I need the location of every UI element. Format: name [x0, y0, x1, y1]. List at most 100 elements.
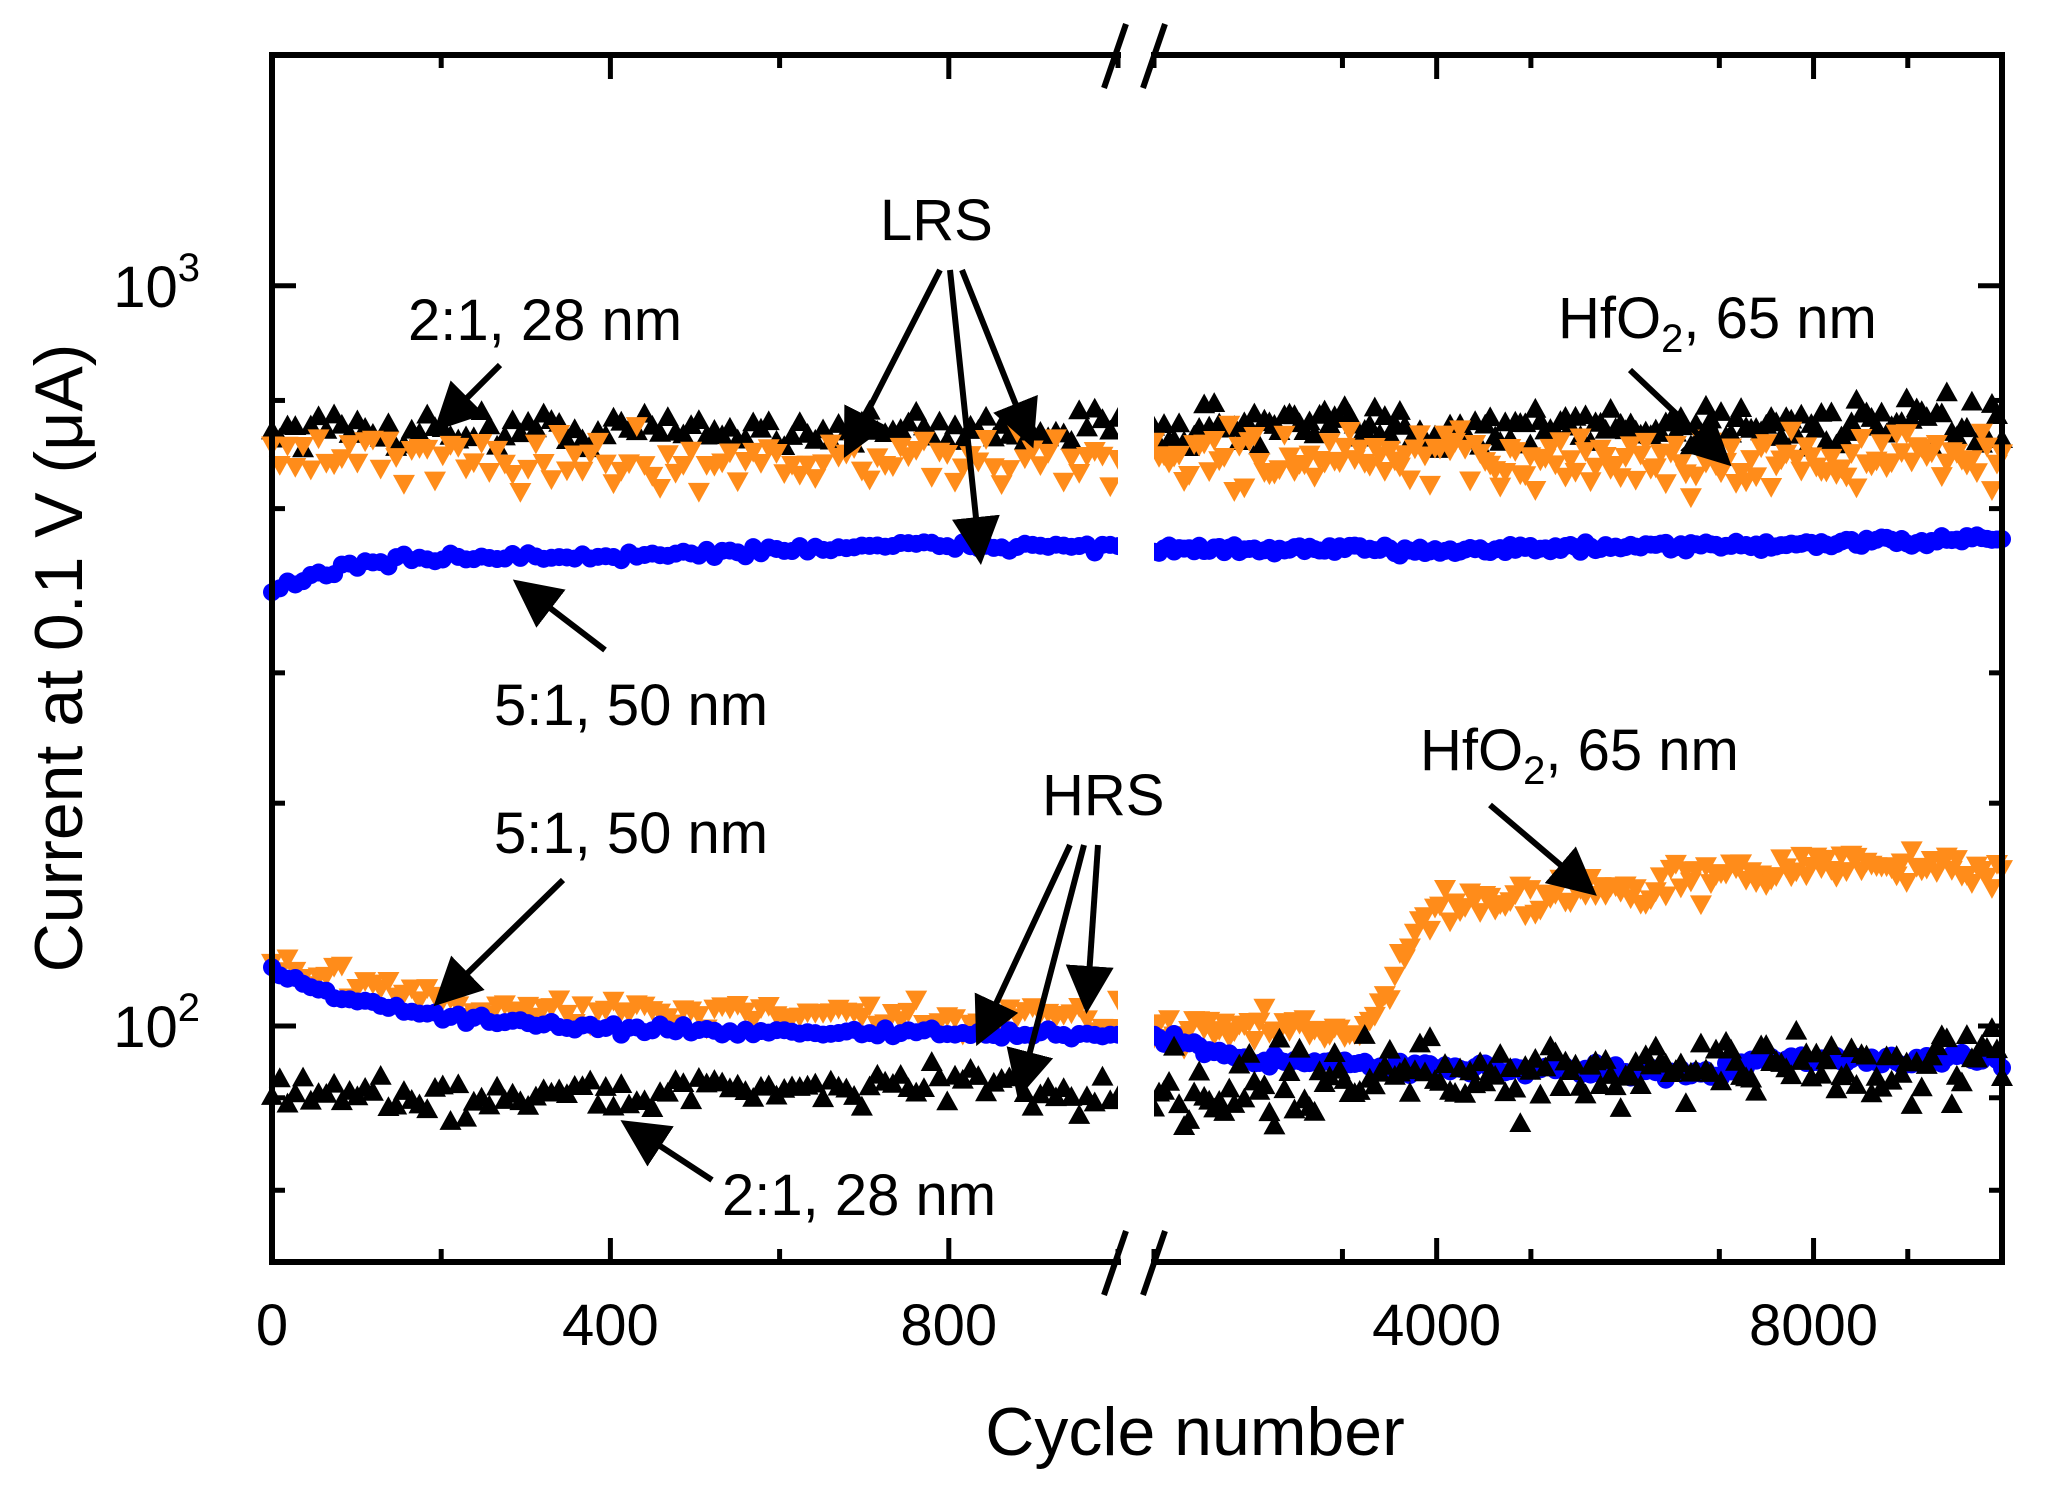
- data-point-series-5: [1935, 1027, 1958, 1048]
- data-point-series-3: [897, 1002, 920, 1023]
- data-point-series-1: [1328, 453, 1351, 474]
- data-point-series-3: [517, 996, 540, 1017]
- data-point-series-0: [1248, 434, 1271, 455]
- data-point-series-5: [1273, 1078, 1296, 1099]
- data-point-series-5: [1378, 1038, 1401, 1059]
- data-point-series-1: [369, 459, 392, 480]
- data-point-series-0: [734, 427, 757, 448]
- data-point-series-1: [1504, 442, 1527, 462]
- data-point-series-5: [1469, 1051, 1492, 1072]
- data-point-series-3: [1398, 938, 1421, 959]
- data-point-series-1: [1539, 438, 1562, 459]
- data-point-series-0: [1153, 413, 1176, 433]
- data-point-series-3: [905, 990, 928, 1011]
- data-point-series-5: [1278, 1061, 1301, 1082]
- data-point-series-1: [385, 448, 408, 468]
- data-point-series-5: [1900, 1094, 1923, 1114]
- arrow-lrs-3: [959, 268, 1038, 449]
- data-point-series-5: [385, 1094, 408, 1115]
- data-point-series-1: [1634, 432, 1657, 453]
- arrow-lrs-hfo2: [1627, 367, 1732, 467]
- data-point-series-1: [493, 454, 516, 475]
- x1-tick-label-2: 800: [900, 1293, 997, 1358]
- data-point-series-5: [656, 1081, 679, 1102]
- data-point-series-0: [1955, 416, 1978, 437]
- data-point-series-5: [361, 1080, 384, 1101]
- data-point-series-5: [1163, 1035, 1186, 1056]
- data-point-series-5: [889, 1063, 912, 1084]
- data-point-series-1: [920, 467, 943, 488]
- annotation-hrs-2to1: 2:1, 28 nm: [722, 1163, 996, 1228]
- data-point-series-3: [1383, 966, 1406, 987]
- data-point-series-5: [1373, 1054, 1396, 1075]
- data-point-series-3: [1434, 880, 1457, 900]
- data-point-series-5: [1263, 1114, 1286, 1135]
- data-point-series-1: [765, 444, 788, 464]
- data-point-series-1: [423, 471, 446, 492]
- data-point-series-0: [1694, 394, 1717, 415]
- data-point-series-1: [540, 470, 563, 491]
- data-point-series-1: [1060, 448, 1083, 469]
- data-point-series-5: [1060, 1086, 1083, 1106]
- data-point-series-5: [1509, 1112, 1532, 1133]
- data-point-series-1: [1459, 471, 1482, 492]
- data-point-series-5: [1353, 1024, 1376, 1044]
- data-point-series-5: [1348, 1080, 1371, 1100]
- data-point-series-1: [602, 474, 625, 495]
- data-point-series-1: [1413, 446, 1436, 467]
- data-point-series-3: [1293, 1010, 1316, 1031]
- data-point-series-1: [1584, 457, 1607, 478]
- data-point-series-5: [369, 1065, 392, 1085]
- data-point-series-5: [1529, 1083, 1552, 1104]
- data-point-series-1: [509, 482, 532, 503]
- data-point-series-0: [1373, 405, 1396, 425]
- data-point-series-5: [1805, 1042, 1828, 1063]
- data-point-series-5: [447, 1073, 470, 1094]
- data-point-series-0: [1358, 414, 1381, 434]
- data-point-series-5: [1845, 1074, 1868, 1094]
- x2-tick-label-1: 8000: [1749, 1293, 1878, 1358]
- axis-tick-labels: 102 103 0 400 800 4000 8000: [113, 246, 1878, 1358]
- data-point-series-1: [749, 453, 772, 474]
- data-point-series-5: [1745, 1080, 1768, 1101]
- x1-tick-label-0: 0: [256, 1293, 288, 1358]
- data-point-series-1: [1068, 463, 1091, 484]
- data-point-series-3: [276, 949, 299, 970]
- data-point-series-5: [586, 1093, 609, 1114]
- data-point-series-1: [586, 432, 609, 453]
- data-point-series-1: [718, 443, 741, 464]
- data-point-series-5: [602, 1095, 625, 1116]
- data-point-series-0: [1599, 397, 1622, 418]
- data-point-series-0: [555, 429, 578, 450]
- data-point-series-5: [920, 1051, 943, 1071]
- data-point-series-5: [1825, 1078, 1848, 1099]
- data-point-series-5: [1855, 1044, 1878, 1065]
- data-point-series-5: [486, 1075, 509, 1096]
- data-point-series-5: [1303, 1100, 1326, 1121]
- data-point-series-3: [1654, 886, 1677, 907]
- data-point-series-3: [602, 991, 625, 1012]
- data-point-series-0: [1303, 423, 1326, 444]
- data-point-series-5: [1398, 1081, 1421, 1102]
- arrow-hrs-1: [974, 843, 1073, 1047]
- data-point-series-1: [1403, 439, 1426, 460]
- annotation-hrs-5to1: 5:1, 50 nm: [494, 801, 768, 866]
- data-point-series-1: [1745, 467, 1768, 488]
- data-point-series-1: [1865, 451, 1888, 472]
- data-point-series-5: [276, 1092, 299, 1113]
- data-point-series-3: [1730, 854, 1753, 875]
- data-point-series-5: [1429, 1070, 1452, 1091]
- data-point-series-5: [1604, 1075, 1627, 1096]
- data-point-series-5: [1158, 1070, 1181, 1091]
- data-point-series-3: [1980, 879, 2003, 899]
- arrow-lrs-2: [947, 269, 1000, 565]
- data-point-series-3: [1253, 998, 1276, 1019]
- data-point-series-5: [1860, 1082, 1883, 1103]
- annotation-arrows: [433, 268, 1732, 1183]
- data-point-series-3: [1624, 879, 1647, 900]
- data-point-series-1: [1850, 429, 1873, 449]
- data-point-series-0: [416, 403, 439, 424]
- data-point-series-1: [462, 453, 485, 474]
- data-point-series-1: [1925, 435, 1948, 455]
